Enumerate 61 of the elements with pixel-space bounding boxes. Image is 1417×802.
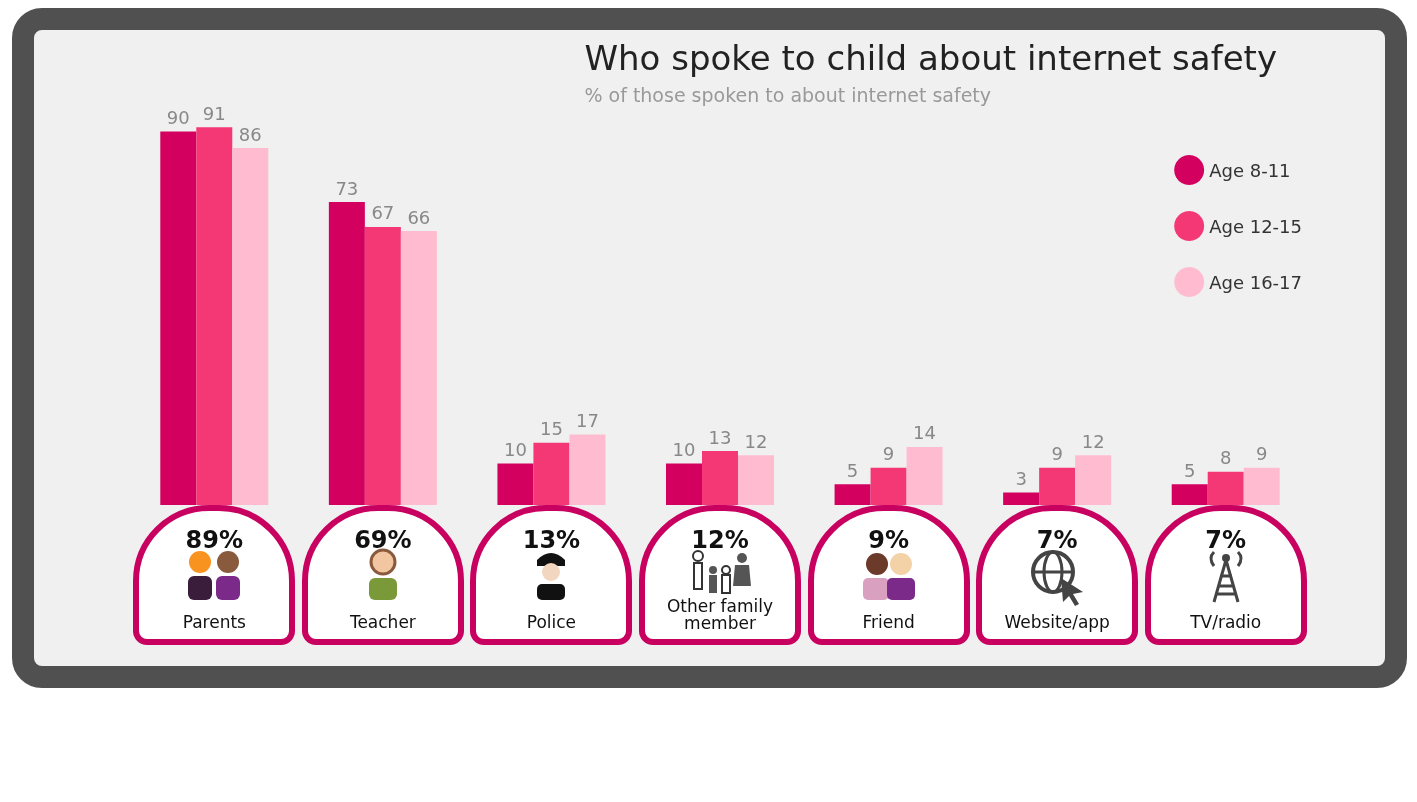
data-label: 9	[1051, 443, 1063, 465]
data-label: 86	[238, 123, 262, 145]
data-label: 9	[882, 443, 895, 465]
data-label: 10	[672, 439, 696, 460]
x-tick-label: Parents	[182, 611, 247, 632]
bar	[533, 442, 570, 505]
text: 7%	[1036, 526, 1078, 554]
text: 13%	[522, 526, 581, 554]
chart-title: Who spoke to child about internet safety	[584, 38, 1278, 78]
data-label: 66	[407, 206, 431, 228]
bar	[666, 463, 702, 505]
bar	[364, 226, 401, 505]
data-label: 12	[744, 430, 768, 452]
x-tick-label: Other family member	[666, 595, 774, 633]
bar	[400, 231, 437, 505]
legend-label: Age 12-15	[1209, 215, 1302, 237]
bar	[1039, 467, 1076, 505]
text: 9%	[868, 526, 909, 554]
bar	[1171, 484, 1208, 505]
data-label: 17	[575, 409, 599, 431]
text: 7%	[1205, 526, 1247, 554]
x-tick-label: Friend	[862, 611, 915, 632]
data-label: 3	[1015, 468, 1027, 490]
data-label: 5	[846, 459, 859, 481]
data-label: 90	[166, 107, 190, 128]
data-label: 91	[202, 102, 226, 124]
bar	[870, 467, 907, 505]
data-label: 15	[539, 418, 563, 440]
data-label: 10	[503, 439, 527, 460]
bar	[1207, 471, 1244, 505]
bar	[834, 484, 871, 505]
bar	[702, 451, 738, 505]
bar	[738, 455, 774, 505]
bar	[1075, 455, 1112, 505]
bar	[906, 446, 943, 505]
text: 12%	[691, 526, 749, 554]
bar	[196, 127, 233, 505]
text: 89%	[185, 526, 244, 554]
bar	[160, 131, 197, 505]
x-tick-label: Teacher	[348, 611, 416, 632]
legend-label: Age 8-11	[1209, 159, 1291, 181]
data-label: 5	[1183, 459, 1196, 481]
bar	[232, 148, 269, 505]
bar	[328, 202, 365, 505]
data-label: 14	[913, 422, 937, 444]
x-tick-label: TV/radio	[1189, 611, 1262, 632]
data-label: 67	[371, 202, 395, 224]
text: 69%	[354, 526, 412, 554]
data-label: 13	[708, 426, 732, 448]
bar	[1243, 467, 1280, 505]
data-label: 12	[1081, 430, 1105, 452]
bar	[569, 434, 606, 505]
x-tick-label: Police	[526, 611, 577, 632]
data-label: 8	[1219, 447, 1232, 469]
chart-subtitle: % of those spoken to about internet safety	[584, 83, 992, 106]
bar	[1003, 492, 1040, 505]
legend-label: Age 16-17	[1209, 271, 1302, 293]
x-tick-label: Website/app	[1004, 611, 1110, 632]
data-label: 73	[335, 177, 359, 199]
bar	[497, 463, 534, 505]
data-label: 9	[1255, 443, 1268, 465]
